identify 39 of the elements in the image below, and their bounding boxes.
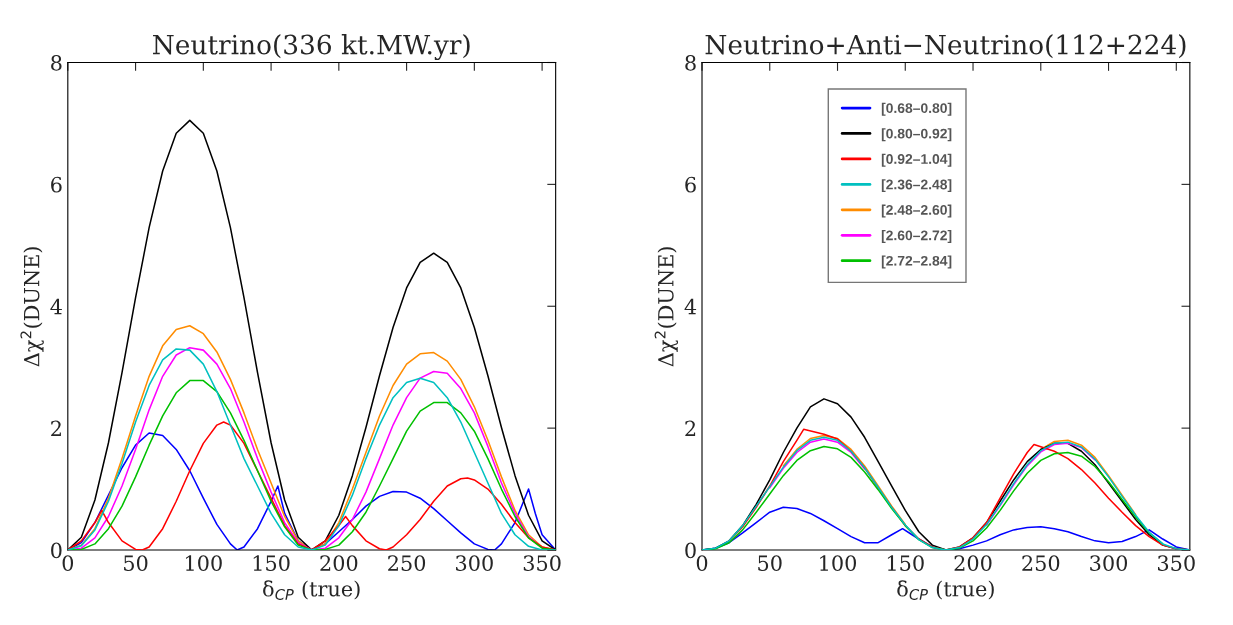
y-tick-label: 0 xyxy=(685,542,696,559)
x-tick-label: 200 xyxy=(320,555,358,571)
x-tick-label: 300 xyxy=(1090,555,1128,571)
y-tick-label: 6 xyxy=(51,176,62,193)
x-tick-label: 350 xyxy=(523,555,561,571)
x-tick-label: 250 xyxy=(1022,555,1060,571)
legend-label: [0.80–0.92] xyxy=(881,128,952,142)
y-tick-label: 6 xyxy=(685,176,696,193)
y-tick-label: 2 xyxy=(51,420,61,437)
legend-label: [2.36–2.48] xyxy=(881,179,952,193)
x-tick-label: 150 xyxy=(887,555,924,571)
x-tick-label: 50 xyxy=(758,555,782,571)
x-tick-label: 50 xyxy=(124,555,148,571)
x-tick-label: 100 xyxy=(820,555,857,571)
y-tick-label: 2 xyxy=(685,420,696,437)
y-tick-label: 8 xyxy=(51,54,62,71)
legend-label: [0.92–1.04] xyxy=(881,153,952,167)
x-tick-label: 0 xyxy=(62,555,74,571)
x-axis-title: δ$_{CP}$ (true) xyxy=(263,580,360,600)
y-tick-label: 4 xyxy=(684,298,697,315)
y-tick-label: 8 xyxy=(685,54,696,71)
x-tick-label: 100 xyxy=(185,555,222,571)
chart-title: Neutrino(336 kt.MW.yr) xyxy=(153,34,470,61)
y-axis-title: Δχ$^{2}$(DUNE) xyxy=(654,247,679,367)
legend-label: [2.48–2.60] xyxy=(881,204,952,218)
x-tick-label: 350 xyxy=(1158,555,1195,571)
legend-label: [2.72–2.84] xyxy=(881,255,952,269)
x-tick-label: 150 xyxy=(253,555,290,571)
x-tick-label: 0 xyxy=(696,555,708,571)
legend-label: [0.68–0.80] xyxy=(881,102,952,116)
x-axis-title: δ$_{CP}$ (true) xyxy=(897,580,994,600)
x-tick-label: 300 xyxy=(456,555,493,571)
y-axis-title: Δχ$^{2}$(DUNE) xyxy=(20,247,44,367)
chart-title: Neutrino+Anti−Neutrino(112+224) xyxy=(705,34,1186,59)
y-tick-label: 0 xyxy=(51,542,62,559)
x-tick-label: 250 xyxy=(388,555,426,571)
legend-label: [2.60–2.72] xyxy=(881,230,952,244)
x-tick-label: 200 xyxy=(954,555,992,571)
y-tick-label: 4 xyxy=(50,298,62,315)
